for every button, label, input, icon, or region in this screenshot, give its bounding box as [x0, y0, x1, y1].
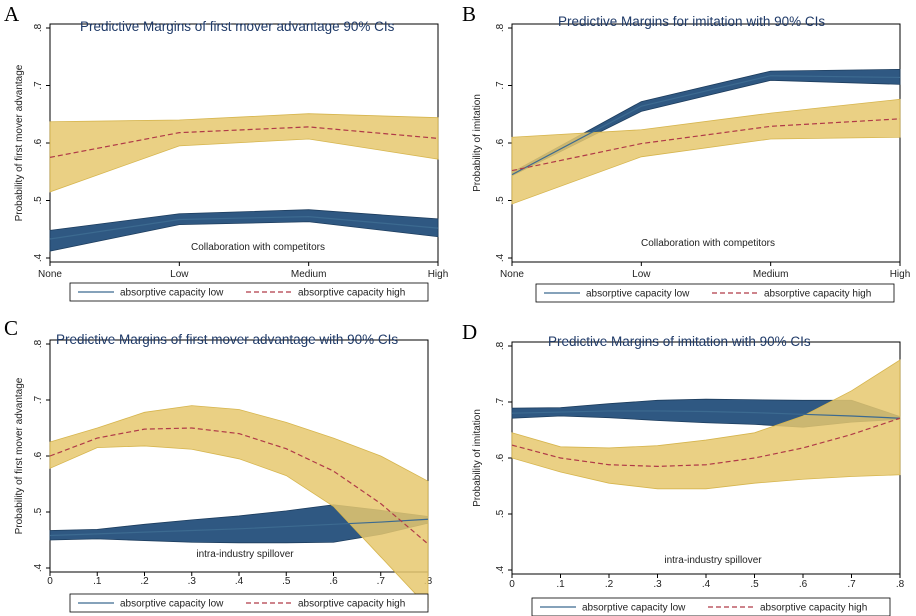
series-line-low — [511, 75, 901, 176]
legend-label-low: absorptive capacity low — [120, 599, 224, 610]
legend-label-low: absorptive capacity low — [586, 289, 690, 300]
chart-d: Predictive Margins of imitation with 90%… — [472, 334, 905, 616]
panel-label: C — [4, 316, 19, 340]
chart-title: Predictive Margins for imitation with 90… — [558, 14, 825, 29]
x-tick-label: .1 — [93, 576, 102, 587]
y-tick-label: .6 — [495, 453, 506, 462]
y-tick-label: .5 — [495, 196, 506, 205]
chart-c: Predictive Margins of first mover advant… — [14, 332, 433, 613]
legend-label-high: absorptive capacity high — [298, 288, 405, 299]
y-tick-label: .8 — [33, 339, 44, 348]
x-tick-label: .6 — [799, 579, 808, 590]
y-tick-label: .4 — [33, 253, 44, 262]
x-tick-label: None — [500, 269, 524, 280]
legend-label-high: absorptive capacity high — [764, 289, 871, 300]
panel-a: A Predictive Margins of first mover adva… — [0, 0, 458, 308]
y-tick-label: .4 — [33, 563, 44, 572]
x-tick-label: Low — [632, 269, 651, 280]
panel-label: D — [462, 320, 478, 344]
y-tick-label: .7 — [33, 81, 44, 90]
chart-title: Predictive Margins of first mover advant… — [56, 332, 398, 347]
y-tick-label: .8 — [495, 23, 506, 32]
legend-label-high: absorptive capacity high — [298, 599, 405, 610]
legend: absorptive capacity low absorptive capaci… — [69, 593, 429, 613]
y-tick-label: .5 — [495, 509, 506, 518]
legend-label-high: absorptive capacity high — [760, 603, 867, 614]
series-line-high — [511, 417, 901, 468]
x-tick-label: High — [890, 269, 911, 280]
x-tick-label: Medium — [753, 269, 789, 280]
y-tick-label: .7 — [33, 395, 44, 404]
x-tick-label: 0 — [509, 579, 515, 590]
y-axis-label: Probability of imitation — [472, 94, 483, 192]
chart-b: Predictive Margins for imitation with 90… — [472, 14, 911, 303]
x-tick-label: .5 — [750, 579, 759, 590]
legend: absorptive capacity low absorptive capaci… — [531, 597, 891, 616]
y-tick-label: .6 — [33, 451, 44, 460]
series-line-low — [49, 518, 429, 537]
y-tick-label: .6 — [33, 138, 44, 147]
series-line-high — [511, 118, 901, 172]
x-tick-label: 0 — [47, 576, 53, 587]
x-tick-label: .7 — [377, 576, 386, 587]
ci-band-high — [511, 359, 901, 490]
x-tick-label: .3 — [653, 579, 662, 590]
y-tick-label: .8 — [33, 23, 44, 32]
y-tick-label: .5 — [33, 507, 44, 516]
y-axis-label: Probability of imitation — [472, 409, 483, 507]
series-line-low — [49, 215, 439, 240]
panel-c: C Predictive Margins of first mover adva… — [0, 308, 458, 616]
series-line-low — [511, 410, 901, 419]
series-line-high — [49, 126, 439, 158]
x-tick-label: .8 — [896, 579, 905, 590]
x-tick-label: .5 — [282, 576, 291, 587]
x-tick-label: .6 — [329, 576, 338, 587]
chart-title: Predictive Margins of first mover advant… — [80, 19, 395, 34]
panel-label: A — [4, 2, 20, 26]
series-line-high — [49, 427, 429, 545]
x-tick-label: .1 — [556, 579, 565, 590]
x-tick-label: .4 — [235, 576, 244, 587]
y-axis-label: Probability of first mover advantage — [14, 64, 25, 221]
x-axis-label: Collaboration with competitors — [191, 242, 325, 253]
y-tick-label: .7 — [495, 397, 506, 406]
ci-band-high — [511, 98, 901, 205]
x-tick-label: None — [38, 269, 62, 280]
x-tick-label: .2 — [605, 579, 614, 590]
x-tick-label: .4 — [702, 579, 711, 590]
y-tick-label: .7 — [495, 81, 506, 90]
y-tick-label: .4 — [495, 565, 506, 574]
x-tick-label: .3 — [188, 576, 197, 587]
y-tick-label: .4 — [495, 253, 506, 262]
legend-label-low: absorptive capacity low — [120, 288, 224, 299]
x-tick-label: Medium — [291, 269, 327, 280]
y-axis-label: Probability of first mover advantage — [14, 377, 25, 534]
panel-d: D Predictive Margins of imitation with 9… — [458, 308, 916, 616]
ci-band-high — [49, 113, 439, 193]
x-tick-label: High — [428, 269, 449, 280]
x-tick-label: .2 — [140, 576, 149, 587]
x-axis-label: Collaboration with competitors — [641, 238, 775, 249]
y-tick-label: .5 — [33, 196, 44, 205]
panel-label: B — [462, 2, 477, 26]
y-tick-label: .6 — [495, 138, 506, 147]
x-axis-label: intra-industry spillover — [664, 555, 762, 566]
legend: absorptive capacity low absorptive capaci… — [69, 282, 429, 302]
chart-title: Predictive Margins of imitation with 90%… — [548, 334, 811, 349]
panel-b: B Predictive Margins for imitation with … — [458, 0, 916, 308]
legend: absorptive capacity low absorptive capaci… — [535, 283, 895, 303]
x-tick-label: Low — [170, 269, 189, 280]
x-tick-label: .7 — [847, 579, 856, 590]
x-axis-label: intra-industry spillover — [196, 549, 294, 560]
legend-label-low: absorptive capacity low — [582, 603, 686, 614]
y-tick-label: .8 — [495, 341, 506, 350]
chart-a: Predictive Margins of first mover advant… — [14, 19, 449, 302]
